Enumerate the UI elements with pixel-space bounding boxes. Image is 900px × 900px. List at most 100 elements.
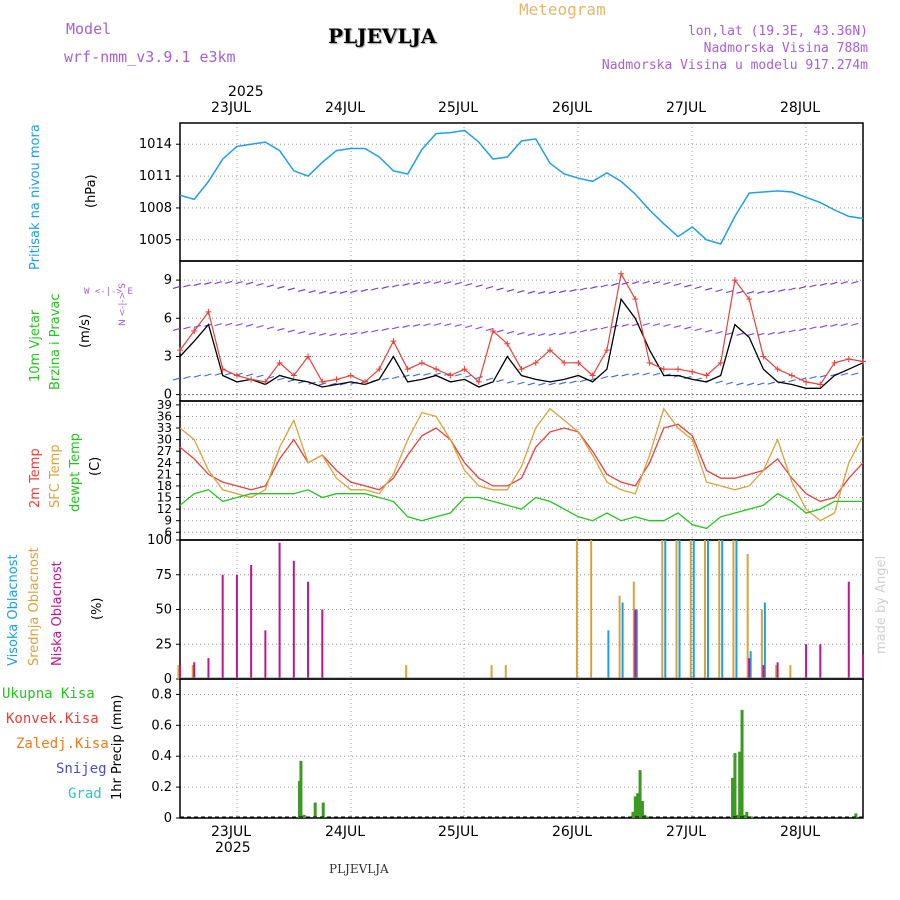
- precip-bar: [636, 793, 640, 818]
- top-day-1: 23JUL: [211, 100, 251, 116]
- wind-gust-marker: [333, 376, 340, 383]
- model-name: wrf-nmm_v3.9.1 e3km: [64, 48, 236, 66]
- wind-arrow: [548, 290, 556, 294]
- wind-arrow: [444, 323, 452, 327]
- wind-gust-marker: [290, 372, 297, 379]
- cloud-mid-bar: [490, 665, 493, 679]
- wind-arrow: [819, 282, 828, 286]
- wind-gust-marker: [831, 359, 838, 366]
- wind-arrow: [277, 377, 285, 381]
- wind-arrow: [485, 377, 494, 381]
- wind-arrow: [517, 290, 525, 294]
- cloud-low-bar: [748, 658, 751, 679]
- cloud-mid-bar: [575, 540, 578, 679]
- wind-arrow: [485, 285, 494, 290]
- cloud-high-bar: [721, 540, 724, 679]
- wind-arrow: [266, 326, 275, 330]
- precip-bar: [735, 814, 739, 818]
- wind-gust-marker: [518, 366, 525, 373]
- y-tick-label: 24: [157, 456, 172, 470]
- wind-arrow: [475, 376, 483, 380]
- wind-arrow: [705, 287, 713, 291]
- wind-arrow: [746, 382, 755, 386]
- precip-bar: [321, 802, 325, 818]
- wind-arrow: [256, 324, 264, 328]
- precip-bar: [631, 811, 635, 818]
- wind-gust-marker: [660, 366, 667, 373]
- wind-gust-marker: [731, 277, 738, 284]
- wind-arrow: [621, 323, 629, 327]
- wind-arrow: [245, 281, 254, 285]
- wind-arrow: [538, 291, 546, 295]
- wind-arrow: [851, 280, 859, 284]
- wind-arrow: [579, 287, 588, 291]
- wind-gust-marker: [717, 359, 724, 366]
- wind-gust-marker: [618, 270, 625, 277]
- cloud-mid-bar: [504, 665, 507, 679]
- wind-arrow: [788, 287, 796, 291]
- model-altitude-label: Nadmorska Visina u modelu 917.274m: [601, 58, 868, 73]
- panel-precip: 0 0.2 0.4 0.6 0.8: [151, 678, 864, 826]
- wind-gust-marker: [390, 338, 397, 345]
- wind-arrow: [339, 332, 348, 336]
- cloud-mid-bar: [718, 540, 721, 679]
- precip-bar: [302, 814, 306, 818]
- y-tick-label: 6: [164, 525, 172, 539]
- wind-arrow: [172, 327, 181, 331]
- wind-arrow: [830, 323, 838, 327]
- cloud-mid-bar: [775, 665, 778, 679]
- wind-arrow: [715, 380, 723, 384]
- wind-arrow: [684, 326, 692, 330]
- wind-arrow: [757, 382, 765, 386]
- wind-arrow: [183, 284, 191, 288]
- precip-bar: [313, 802, 317, 818]
- wind-gust-marker: [447, 372, 454, 379]
- model-label: Model: [66, 20, 112, 38]
- top-day-6: 28JUL: [780, 100, 820, 116]
- wind-gust-marker: [646, 359, 653, 366]
- cloud-high-bar: [607, 630, 610, 679]
- wind-arrow: [694, 327, 702, 332]
- wind-arrow: [454, 281, 462, 285]
- precip-bar: [738, 751, 742, 818]
- cloud-high-bar: [735, 540, 738, 679]
- cloud-low-bar: [805, 644, 808, 679]
- wind-arrow: [600, 375, 608, 380]
- station-title: PLJEVLJA: [328, 24, 437, 48]
- cloud-mid-bar: [789, 665, 792, 679]
- wind-arrow: [725, 381, 734, 385]
- wind-arrow: [444, 281, 452, 285]
- wind-arrow: [809, 375, 817, 380]
- wind-arrow: [798, 327, 807, 331]
- wind-arrow: [569, 330, 577, 334]
- altitude-label: Nadmorska Visina 788m: [703, 41, 868, 56]
- cloud-low-bar: [193, 662, 196, 679]
- wind-arrow: [308, 290, 316, 294]
- wind-gust-marker: [575, 359, 582, 366]
- wind-gust-marker: [376, 366, 383, 373]
- wind-arrow: [579, 379, 588, 383]
- wind-arrow: [652, 323, 661, 327]
- precip-bar: [299, 760, 303, 818]
- top-day-2: 24JUL: [325, 100, 365, 116]
- y-tick-label: 0: [164, 388, 172, 403]
- wind-gust-marker: [475, 378, 482, 385]
- y-tick-label: 12: [157, 502, 172, 516]
- wind-arrow: [172, 377, 181, 381]
- cloud-mid-bar: [703, 540, 706, 679]
- wind-arrow: [506, 288, 515, 292]
- panel-frame: [179, 678, 864, 819]
- wind-arrow: [506, 330, 515, 334]
- wind-gust-marker: [461, 366, 468, 373]
- wind-gust-marker: [418, 359, 425, 366]
- panel-frame: [179, 400, 864, 541]
- wind-gust-marker: [504, 340, 511, 347]
- wind-arrow: [391, 284, 400, 288]
- y-tick-label: 0.6: [151, 718, 172, 733]
- wind-arrow: [694, 285, 702, 290]
- precip-hail-label: Grad: [68, 786, 102, 802]
- wind-arrow: [548, 382, 556, 386]
- wind-compass-we: W <-|-> E: [84, 287, 133, 297]
- wind-arrow: [621, 373, 629, 377]
